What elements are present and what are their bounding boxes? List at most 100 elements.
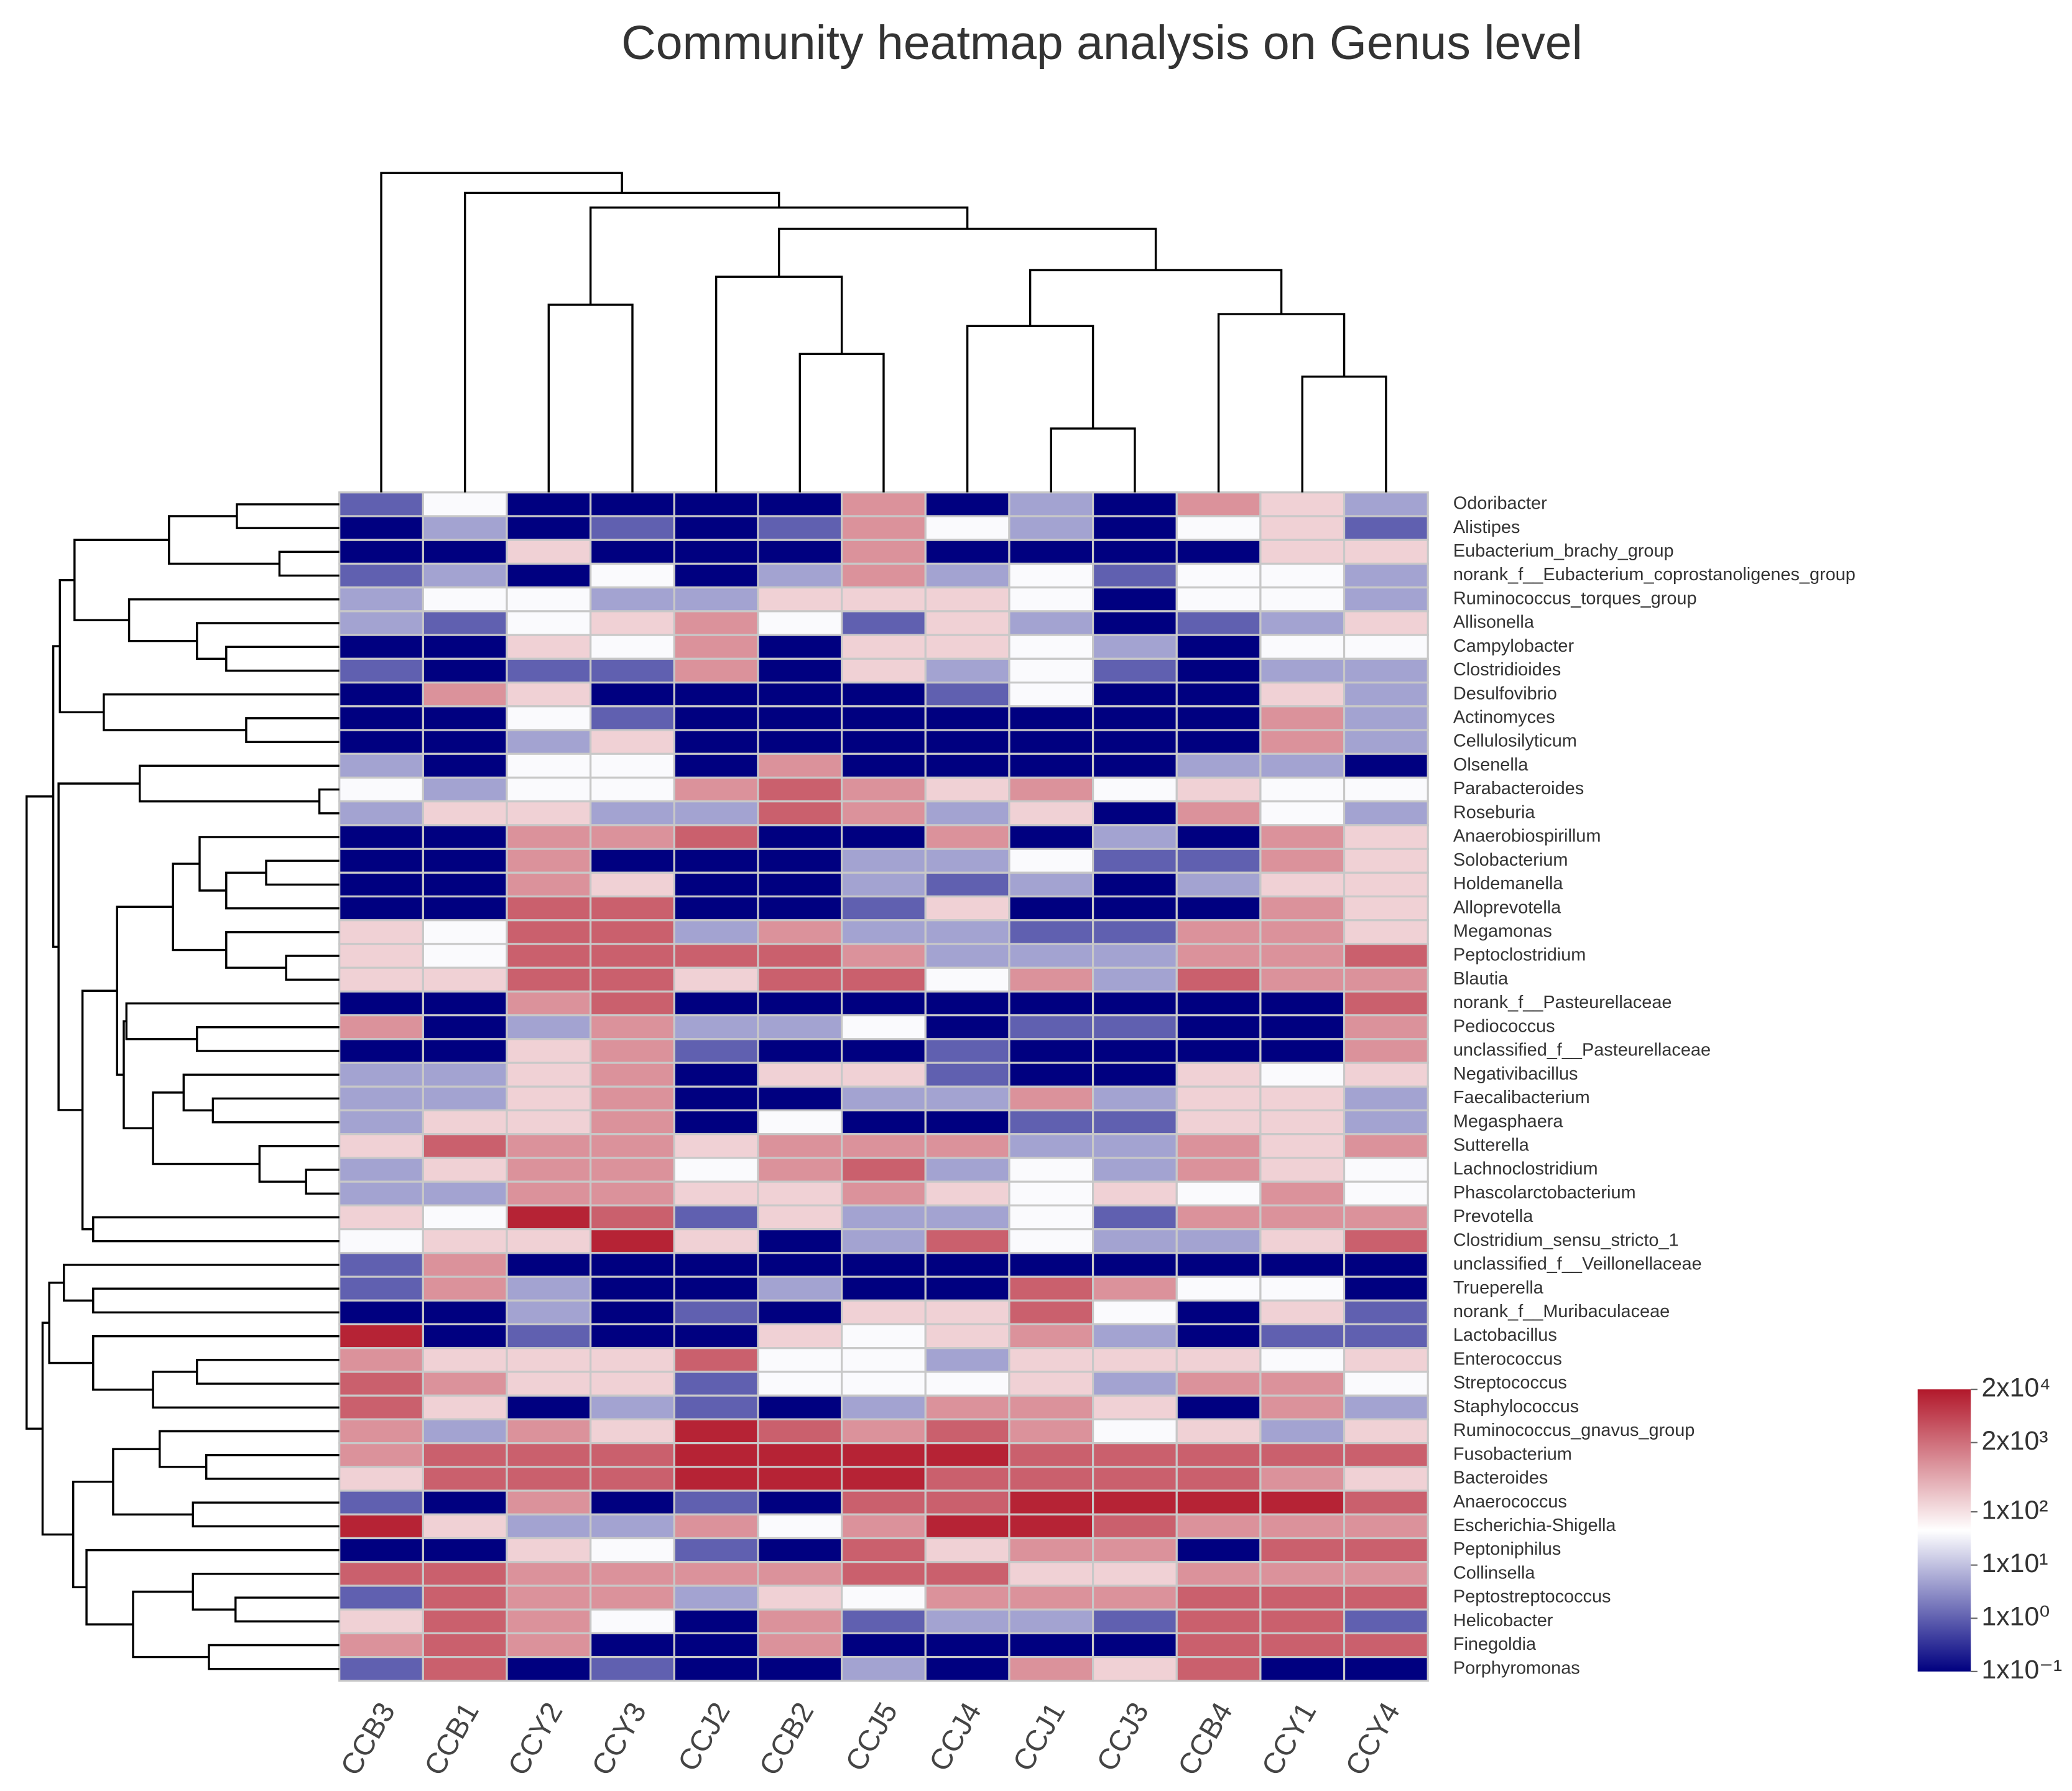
heatmap-cell	[1008, 1228, 1094, 1254]
heatmap-cell	[1008, 1133, 1094, 1159]
heatmap-cell	[1091, 1180, 1178, 1207]
heatmap-cell	[1259, 1252, 1346, 1278]
row-label: Phascolarctobacterium	[1453, 1183, 1636, 1203]
heatmap-cell	[1008, 729, 1094, 755]
heatmap-cell	[1091, 1537, 1178, 1563]
heatmap-cell	[1091, 919, 1178, 945]
heatmap-cell	[422, 610, 508, 636]
heatmap-cell	[422, 491, 508, 517]
chart-title: Community heatmap analysis on Genus leve…	[621, 16, 1583, 70]
row-label: Pediococcus	[1453, 1016, 1555, 1036]
heatmap-cell	[841, 1062, 927, 1088]
heatmap-cell	[841, 943, 927, 969]
dendrogram-branch	[380, 172, 623, 493]
heatmap-cell	[422, 1109, 508, 1136]
heatmap-cell	[1343, 1275, 1429, 1302]
heatmap-cell	[757, 1062, 843, 1088]
heatmap-cell	[338, 1561, 424, 1587]
heatmap-cell	[924, 895, 1011, 922]
heatmap-cell	[1175, 1252, 1262, 1278]
heatmap-cell	[590, 1323, 675, 1349]
dendrogram-branch	[798, 353, 885, 493]
heatmap-cell	[1343, 966, 1429, 993]
heatmap-cell	[1091, 871, 1178, 898]
heatmap-cell	[506, 1109, 592, 1136]
heatmap-cell	[1008, 1157, 1094, 1183]
heatmap-cell	[1259, 752, 1346, 779]
heatmap-cell	[1343, 1371, 1429, 1397]
heatmap-cell	[338, 729, 424, 755]
heatmap-cell	[1343, 1513, 1429, 1540]
heatmap-cell	[1343, 1038, 1429, 1064]
heatmap-cell	[1259, 1133, 1346, 1159]
heatmap-cell	[1259, 1038, 1346, 1064]
row-label: Sutterella	[1453, 1135, 1530, 1155]
heatmap-cell	[590, 848, 675, 874]
heatmap-cell	[841, 1157, 927, 1183]
color-bar-label: 1x10¹	[1981, 1548, 2048, 1578]
heatmap-cell	[757, 1323, 843, 1349]
heatmap-cell	[1091, 610, 1178, 636]
heatmap-cell	[924, 824, 1011, 850]
heatmap-cell	[1259, 1418, 1346, 1445]
heatmap-cell	[338, 871, 424, 898]
heatmap-cell	[757, 1347, 843, 1373]
heatmap-cell	[757, 1489, 843, 1516]
heatmap-cell	[1175, 1608, 1262, 1634]
heatmap-cell	[1091, 1157, 1178, 1183]
heatmap-cell	[506, 848, 592, 874]
heatmap-cell	[673, 871, 759, 898]
heatmap-cell	[924, 1014, 1011, 1040]
heatmap-cell	[1259, 1347, 1346, 1373]
column-label: CCY3	[585, 1696, 653, 1780]
heatmap-cell	[673, 1062, 759, 1088]
heatmap-cell	[422, 919, 508, 945]
heatmap-cell	[673, 1323, 759, 1349]
heatmap-cell	[590, 1133, 675, 1159]
heatmap-cell	[506, 824, 592, 850]
heatmap-cell	[590, 1252, 675, 1278]
heatmap-cell	[924, 1347, 1011, 1373]
heatmap-cell	[841, 681, 927, 708]
heatmap-cell	[924, 657, 1011, 684]
heatmap-cell	[1343, 1157, 1429, 1183]
heatmap-cell	[841, 919, 927, 945]
heatmap-cell	[757, 1109, 843, 1136]
heatmap-cell	[924, 1275, 1011, 1302]
dendrogram-branch	[225, 871, 340, 910]
heatmap-cell	[1091, 966, 1178, 993]
heatmap-cell	[422, 800, 508, 826]
heatmap-cell	[422, 871, 508, 898]
dendrogram-branch	[715, 275, 843, 493]
heatmap-cell	[841, 824, 927, 850]
heatmap-cell	[757, 729, 843, 755]
heatmap-cell	[1175, 943, 1262, 969]
dendrogram-branch	[265, 859, 340, 886]
row-label: Ruminococcus_torques_group	[1453, 588, 1697, 608]
heatmap-cell	[673, 610, 759, 636]
heatmap-cell	[841, 1442, 927, 1468]
dendrogram-branch	[208, 1644, 340, 1670]
row-label: Enterococcus	[1453, 1349, 1562, 1369]
heatmap-cell	[841, 1180, 927, 1207]
heatmap-cell	[590, 1442, 675, 1468]
heatmap-cell	[1175, 1585, 1262, 1611]
heatmap-cell	[841, 1608, 927, 1634]
heatmap-cell	[506, 1537, 592, 1563]
dendrogram-branch	[138, 764, 340, 803]
heatmap-cell	[757, 1561, 843, 1587]
heatmap-cell	[841, 776, 927, 803]
heatmap-cell	[1175, 586, 1262, 613]
heatmap-cell	[338, 919, 424, 945]
heatmap-cell	[1259, 1014, 1346, 1040]
heatmap-cell	[422, 1180, 508, 1207]
heatmap-cell	[757, 776, 843, 803]
heatmap-cell	[338, 1014, 424, 1040]
heatmap-cell	[590, 586, 675, 613]
heatmap-cell	[1008, 1275, 1094, 1302]
heatmap-cell	[924, 1537, 1011, 1563]
heatmap-cell	[1091, 1561, 1178, 1587]
color-bar-label: 1x10⁰	[1981, 1602, 2050, 1632]
dendrogram-branch	[1301, 375, 1387, 493]
heatmap-cell	[1343, 1133, 1429, 1159]
